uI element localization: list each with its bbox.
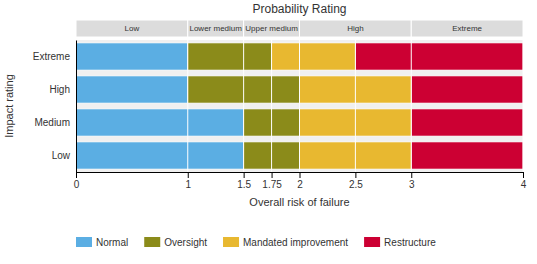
grid-line [187, 40, 188, 172]
x-tick-label: 3 [409, 179, 415, 190]
x-tick-label: 1.5 [237, 179, 251, 190]
grid-line [299, 40, 300, 172]
grid-line [411, 40, 412, 172]
x-tick: 2.5 [349, 172, 363, 190]
header-label: High [347, 24, 363, 33]
x-tick: 4 [521, 172, 527, 190]
legend-swatch [76, 237, 92, 247]
x-tick: 1.5 [237, 172, 251, 190]
x-tick-mark [188, 172, 189, 178]
grid-line [271, 40, 272, 172]
bar [355, 43, 523, 70]
bar [411, 142, 523, 169]
y-axis-line [76, 41, 77, 173]
legend-label: Mandated improvement [243, 237, 348, 248]
x-tick-label: 2 [297, 179, 303, 190]
legend-swatch [223, 237, 239, 247]
x-tick-mark [523, 172, 524, 178]
series [355, 43, 523, 169]
grid-line [523, 40, 524, 172]
grid-line [355, 40, 356, 172]
y-tick-label: High [49, 84, 70, 95]
x-tick: 3 [409, 172, 415, 190]
grid-line [76, 40, 77, 172]
x-tick-label: 1 [185, 179, 191, 190]
legend-item: Oversight [144, 237, 207, 248]
x-axis-line [77, 173, 524, 179]
y-tick: Medium [34, 117, 76, 128]
bar [411, 76, 523, 103]
y-tick: Extreme [33, 51, 76, 62]
legend-item: Restructure [364, 237, 436, 248]
header-cell [300, 20, 412, 37]
y-tick-label: Extreme [33, 51, 71, 62]
chart: Probability Rating Low Lower mediumUpper m… [0, 0, 537, 264]
legend-label: Restructure [384, 237, 436, 248]
plot-background [76, 40, 523, 172]
x-tick-label: 0 [74, 179, 80, 190]
header-label: Low [125, 24, 140, 33]
bar [272, 43, 356, 70]
title: Probability Rating [252, 2, 346, 16]
header: Low Lower mediumUpper medium High Extreme [76, 20, 523, 37]
x-tick: 0 [74, 172, 80, 190]
header-cell [188, 20, 244, 37]
header-cell [411, 20, 523, 37]
legend-item: Mandated improvement [223, 237, 348, 248]
x-tick-label: 4 [521, 179, 527, 190]
x-tick-label: 2.5 [349, 179, 363, 190]
x-tick: 1.75 [262, 172, 282, 190]
bar [76, 76, 188, 103]
x-tick-mark [272, 172, 273, 178]
bar [411, 109, 523, 136]
y-tick: Low [52, 150, 76, 161]
header-label: Lower medium [189, 24, 242, 33]
header-cell [244, 20, 300, 37]
legend-swatch [144, 237, 160, 247]
x-axis-title: Overall risk of failure [249, 196, 349, 208]
x-tick-mark [244, 172, 245, 178]
bar [188, 43, 272, 70]
x-tick-mark [300, 172, 301, 178]
legend-label: Normal [96, 237, 128, 248]
x-tick: 1 [185, 172, 191, 190]
y-axis-title: Impact rating [3, 74, 15, 138]
x-tick-mark [76, 172, 77, 178]
header-label: Extreme [452, 24, 482, 33]
legend: Normal Oversight Mandated improvement Restr… [76, 237, 436, 248]
grid [76, 40, 523, 172]
legend-swatch [364, 237, 380, 247]
y-tick-label: Low [52, 150, 71, 161]
y-tick: High [49, 84, 76, 95]
x-tick-label: 1.75 [262, 179, 282, 190]
legend-label: Oversight [164, 237, 207, 248]
bar [76, 142, 244, 169]
bar [76, 43, 188, 70]
x-tick: 2 [297, 172, 303, 190]
header-cell [76, 20, 188, 37]
x-tick-mark [355, 172, 356, 178]
x-tick-mark [411, 172, 412, 178]
grid-line [243, 40, 244, 172]
x-axis: 0 1 1.5 1.75 2 2.5 3 4 [74, 172, 527, 190]
bar [76, 109, 244, 136]
y-axis: Extreme High Medium Low [33, 41, 77, 173]
y-tick-label: Medium [34, 117, 70, 128]
header-label: Upper medium [245, 24, 298, 33]
legend-item: Normal [76, 237, 128, 248]
